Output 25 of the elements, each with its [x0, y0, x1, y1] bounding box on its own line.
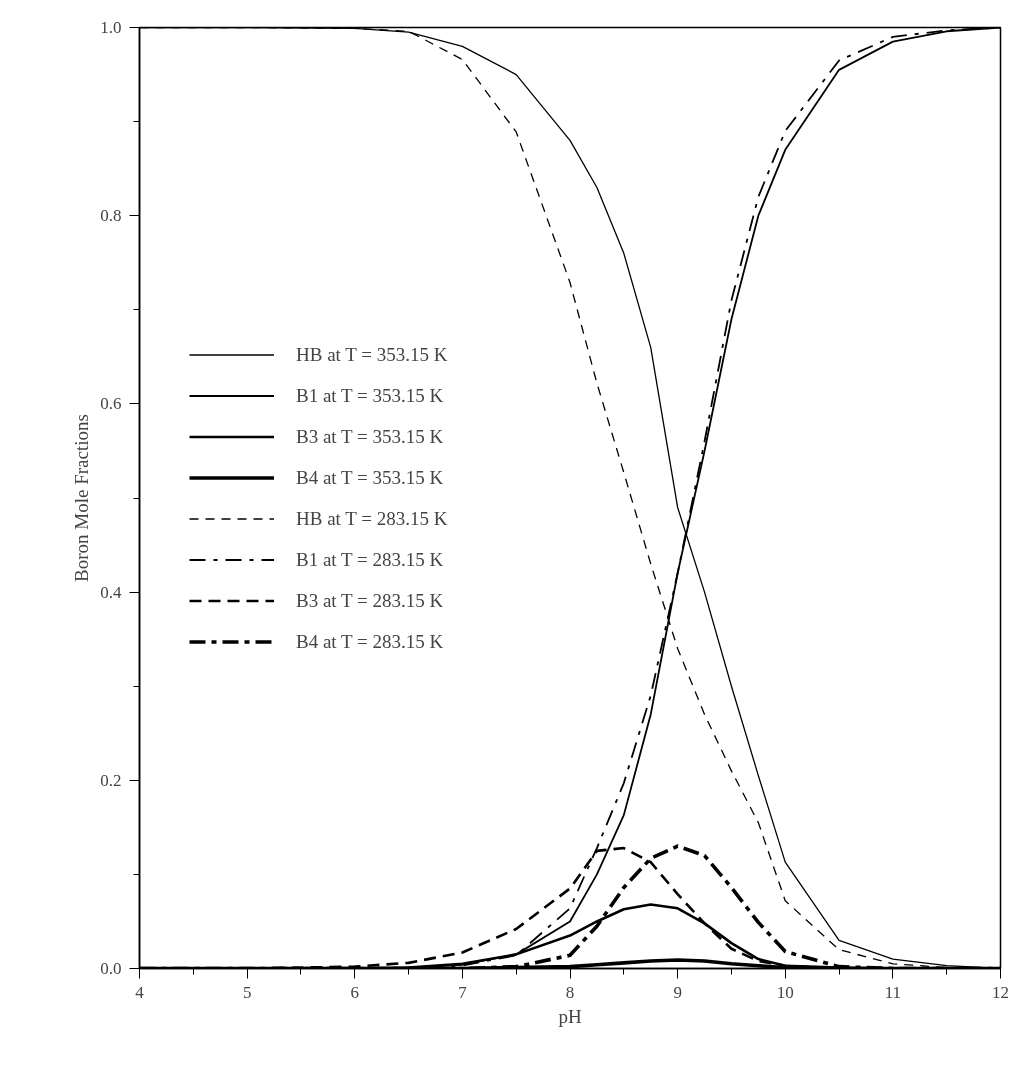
legend-label: B1 at T = 353.15 K [296, 384, 444, 406]
x-tick-label: 6 [350, 982, 359, 1002]
y-tick-label: 1.0 [100, 18, 122, 37]
x-tick-label: 7 [458, 982, 468, 1002]
legend-label: HB at T = 283.15 K [296, 507, 448, 529]
y-tick-label: 0.2 [100, 770, 122, 790]
x-tick-label: 5 [242, 982, 252, 1002]
y-tick-label: 0.0 [100, 959, 122, 978]
legend-label: B3 at T = 353.15 K [296, 425, 444, 447]
x-tick-label: 10 [776, 982, 794, 1002]
y-tick-label: 0.8 [100, 206, 122, 226]
legend-label: B1 at T = 283.15 K [296, 548, 444, 570]
y-tick-label: 0.6 [100, 394, 122, 414]
legend-label: B4 at T = 353.15 K [296, 466, 444, 488]
legend-label: B3 at T = 283.15 K [296, 589, 444, 611]
y-tick-label: 0.4 [100, 582, 122, 602]
legend-label: HB at T = 353.15 K [296, 343, 448, 365]
x-tick-label: 12 [992, 982, 1009, 1002]
y-axis-title: Boron Mole Fractions [71, 414, 93, 582]
legend-label: B4 at T = 283.15 K [296, 630, 444, 652]
x-tick-label: 9 [673, 982, 682, 1002]
x-tick-label: 8 [565, 982, 575, 1002]
x-tick-label: 11 [884, 982, 902, 1002]
x-tick-label: 4 [135, 982, 145, 1002]
x-axis-title: pH [558, 1005, 582, 1027]
